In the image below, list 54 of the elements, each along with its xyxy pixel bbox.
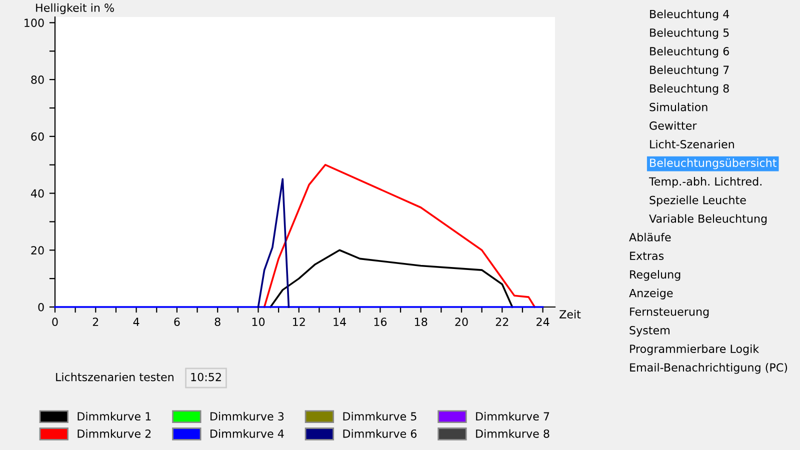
text: Regelung bbox=[630, 270, 680, 281]
x-tick-label: 4 bbox=[133, 318, 140, 326]
x-tick-label: 24 bbox=[536, 318, 550, 326]
text: Beleuchtungsübersicht bbox=[650, 158, 776, 170]
x-tick-label: 16 bbox=[374, 318, 387, 326]
text: Simulation bbox=[650, 102, 708, 112]
x-tick-label: 0 bbox=[52, 318, 58, 326]
text: Beleuchtung 4 bbox=[650, 10, 730, 20]
legend-label: Dimmkurve 8 bbox=[476, 429, 550, 438]
legend-label: Dimmkurve 1 bbox=[78, 412, 151, 421]
text: Programmierbare Logik bbox=[630, 344, 760, 356]
text: Beleuchtung 8 bbox=[650, 84, 729, 95]
y-tick-label: 60 bbox=[31, 132, 44, 141]
text: 10:52 bbox=[191, 372, 221, 382]
x-tick-label: 10 bbox=[252, 318, 265, 326]
y-axis-title: Helligkeit in % bbox=[36, 3, 114, 14]
legend-label: Dimmkurve 2 bbox=[78, 429, 151, 438]
text: Spezielle Leuchte bbox=[650, 196, 746, 206]
y-tick-label: 0 bbox=[38, 302, 44, 312]
text: Variable Beleuchtung bbox=[649, 214, 767, 225]
text: Abläufe bbox=[629, 232, 671, 242]
text: Beleuchtung 5 bbox=[650, 28, 729, 39]
text: Extras bbox=[630, 252, 664, 260]
line-series bbox=[257, 178, 290, 308]
x-tick-label: 8 bbox=[214, 318, 220, 326]
text: Anzeige bbox=[629, 288, 673, 300]
y-tick-label: 20 bbox=[31, 246, 44, 255]
x-tick-label: 6 bbox=[174, 318, 180, 326]
x-tick-label: 2 bbox=[92, 318, 98, 326]
x-tick-label: 12 bbox=[293, 318, 305, 326]
x-tick-label: 20 bbox=[455, 318, 468, 326]
legend-label: Dimmkurve 3 bbox=[210, 412, 284, 421]
text: Beleuchtung 7 bbox=[650, 65, 729, 76]
x-tick-label: 14 bbox=[334, 318, 346, 326]
line-series bbox=[270, 249, 514, 308]
text: Fernsteuerung bbox=[630, 308, 709, 318]
legend-label: Dimmkurve 6 bbox=[343, 429, 417, 438]
x-tick-label: 18 bbox=[415, 318, 428, 326]
y-tick-label: 40 bbox=[30, 189, 44, 198]
text: Lichtszenarien testen bbox=[56, 372, 174, 382]
x-axis-title: Zeit bbox=[560, 310, 581, 318]
line-series bbox=[263, 164, 536, 308]
legend-label: Dimmkurve 4 bbox=[210, 429, 284, 438]
text: Licht-Szenarien bbox=[650, 140, 734, 148]
x-tick-label: 22 bbox=[496, 318, 508, 326]
text: Email-Benachrichtigung (PC) bbox=[630, 363, 788, 374]
text: Temp.-abh. Lichtred. bbox=[648, 177, 762, 188]
text: Gewitter bbox=[650, 121, 697, 130]
y-tick-label: 80 bbox=[31, 76, 44, 84]
legend-label: Dimmkurve 7 bbox=[476, 412, 550, 421]
text: System bbox=[630, 326, 670, 337]
y-tick-label: 100 bbox=[24, 18, 44, 28]
text: Beleuchtung 6 bbox=[650, 46, 729, 58]
legend-label: Dimmkurve 5 bbox=[343, 412, 416, 421]
